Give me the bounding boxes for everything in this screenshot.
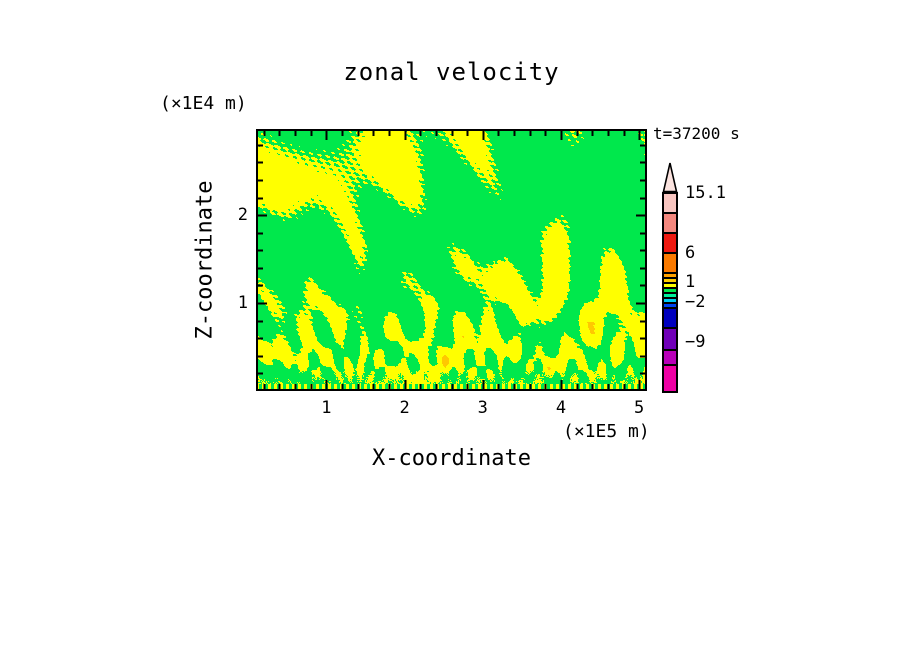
x-tick-label: 2 bbox=[399, 398, 410, 418]
colorbar-segment bbox=[664, 284, 676, 289]
colorbar-segment bbox=[664, 254, 676, 274]
x-axis-unit-label: (×1E5 m) bbox=[563, 421, 650, 442]
colorbar-segment bbox=[664, 234, 676, 254]
colorbar bbox=[662, 192, 678, 393]
colorbar-level-label: 15.1 bbox=[685, 183, 726, 203]
contour-plot-canvas bbox=[256, 129, 647, 391]
y-axis-unit-label: (×1E4 m) bbox=[160, 93, 247, 114]
colorbar-segment bbox=[664, 351, 676, 366]
colorbar-arrow-tip-icon bbox=[662, 162, 678, 193]
colorbar-segment bbox=[664, 194, 676, 214]
colorbar-level-label: −9 bbox=[685, 332, 706, 352]
colorbar-segment bbox=[664, 366, 676, 391]
colorbar-level-label: −2 bbox=[685, 292, 706, 312]
time-annotation: t=37200 s bbox=[653, 124, 740, 143]
colorbar-level-label: 1 bbox=[685, 272, 696, 292]
x-axis-title: X-coordinate bbox=[372, 446, 531, 471]
colorbar-segment bbox=[664, 279, 676, 284]
colorbar-level-label: 6 bbox=[685, 243, 696, 263]
x-tick-label: 4 bbox=[555, 398, 567, 418]
x-tick-label: 1 bbox=[321, 398, 332, 418]
colorbar-segment bbox=[664, 329, 676, 351]
y-tick-label: 1 bbox=[237, 293, 248, 314]
colorbar-segment bbox=[664, 304, 676, 309]
y-tick-label: 2 bbox=[237, 205, 248, 226]
colorbar-segment bbox=[664, 309, 676, 329]
colorbar-segment bbox=[664, 274, 676, 279]
x-tick-label: 3 bbox=[477, 398, 488, 418]
plot-title: zonal velocity bbox=[343, 58, 560, 86]
y-axis-title: Z-coordinate bbox=[192, 180, 218, 340]
colorbar-segment bbox=[664, 299, 676, 304]
colorbar-segment bbox=[664, 294, 676, 299]
colorbar-segment bbox=[664, 214, 676, 234]
colorbar-segment bbox=[664, 289, 676, 294]
x-tick-label: 5 bbox=[634, 398, 645, 418]
